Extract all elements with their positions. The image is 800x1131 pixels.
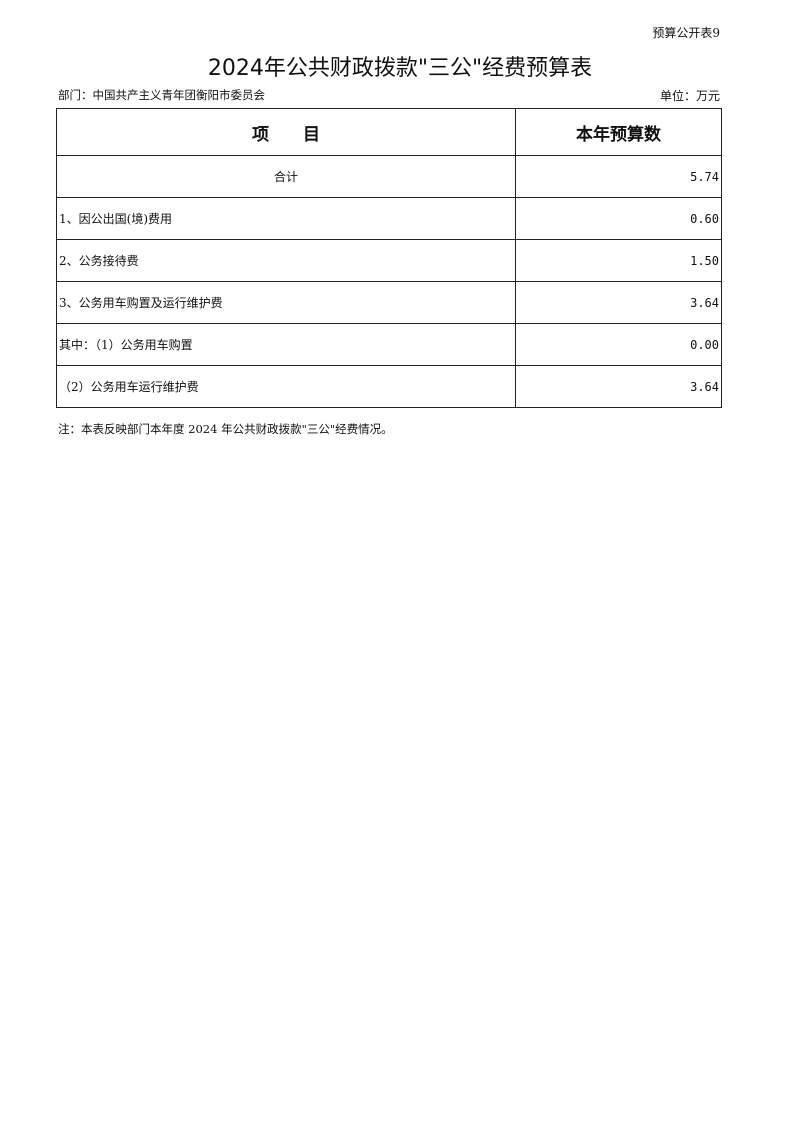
row-item: （2）公务用车运行维护费 <box>56 365 516 408</box>
table-row-total: 合计 5.74 <box>56 155 722 198</box>
footnote: 注：本表反映部门本年度 2024 年公共财政拨款"三公"经费情况。 <box>58 422 393 436</box>
row-item: 2、公务接待费 <box>56 239 516 282</box>
table-header-row: 项 目 本年预算数 <box>56 108 722 156</box>
row-value: 1.50 <box>515 239 722 282</box>
row-item: 合计 <box>56 155 516 198</box>
budget-table: 项 目 本年预算数 合计 5.74 1、因公出国(境)费用 0.60 2、公务接… <box>56 108 722 408</box>
table-row: 1、因公出国(境)费用 0.60 <box>56 197 722 240</box>
row-value: 0.00 <box>515 323 722 366</box>
header-item: 项 目 <box>56 108 516 156</box>
row-item: 3、公务用车购置及运行维护费 <box>56 281 516 324</box>
row-item: 1、因公出国(境)费用 <box>56 197 516 240</box>
department-label: 部门：中国共产主义青年团衡阳市委员会 <box>58 88 265 102</box>
row-item: 其中：（1）公务用车购置 <box>56 323 516 366</box>
table-row: 2、公务接待费 1.50 <box>56 239 722 282</box>
row-value: 3.64 <box>515 281 722 324</box>
table-row: 其中：（1）公务用车购置 0.00 <box>56 323 722 366</box>
page-title: 2024年公共财政拨款"三公"经费预算表 <box>207 56 593 81</box>
row-value: 3.64 <box>515 365 722 408</box>
unit-label: 单位：万元 <box>659 89 720 103</box>
row-value: 5.74 <box>515 155 722 198</box>
table-row: （2）公务用车运行维护费 3.64 <box>56 365 722 408</box>
table-row: 3、公务用车购置及运行维护费 3.64 <box>56 281 722 324</box>
header-budget: 本年预算数 <box>515 108 722 156</box>
row-value: 0.60 <box>515 197 722 240</box>
form-code: 预算公开表9 <box>652 26 720 40</box>
